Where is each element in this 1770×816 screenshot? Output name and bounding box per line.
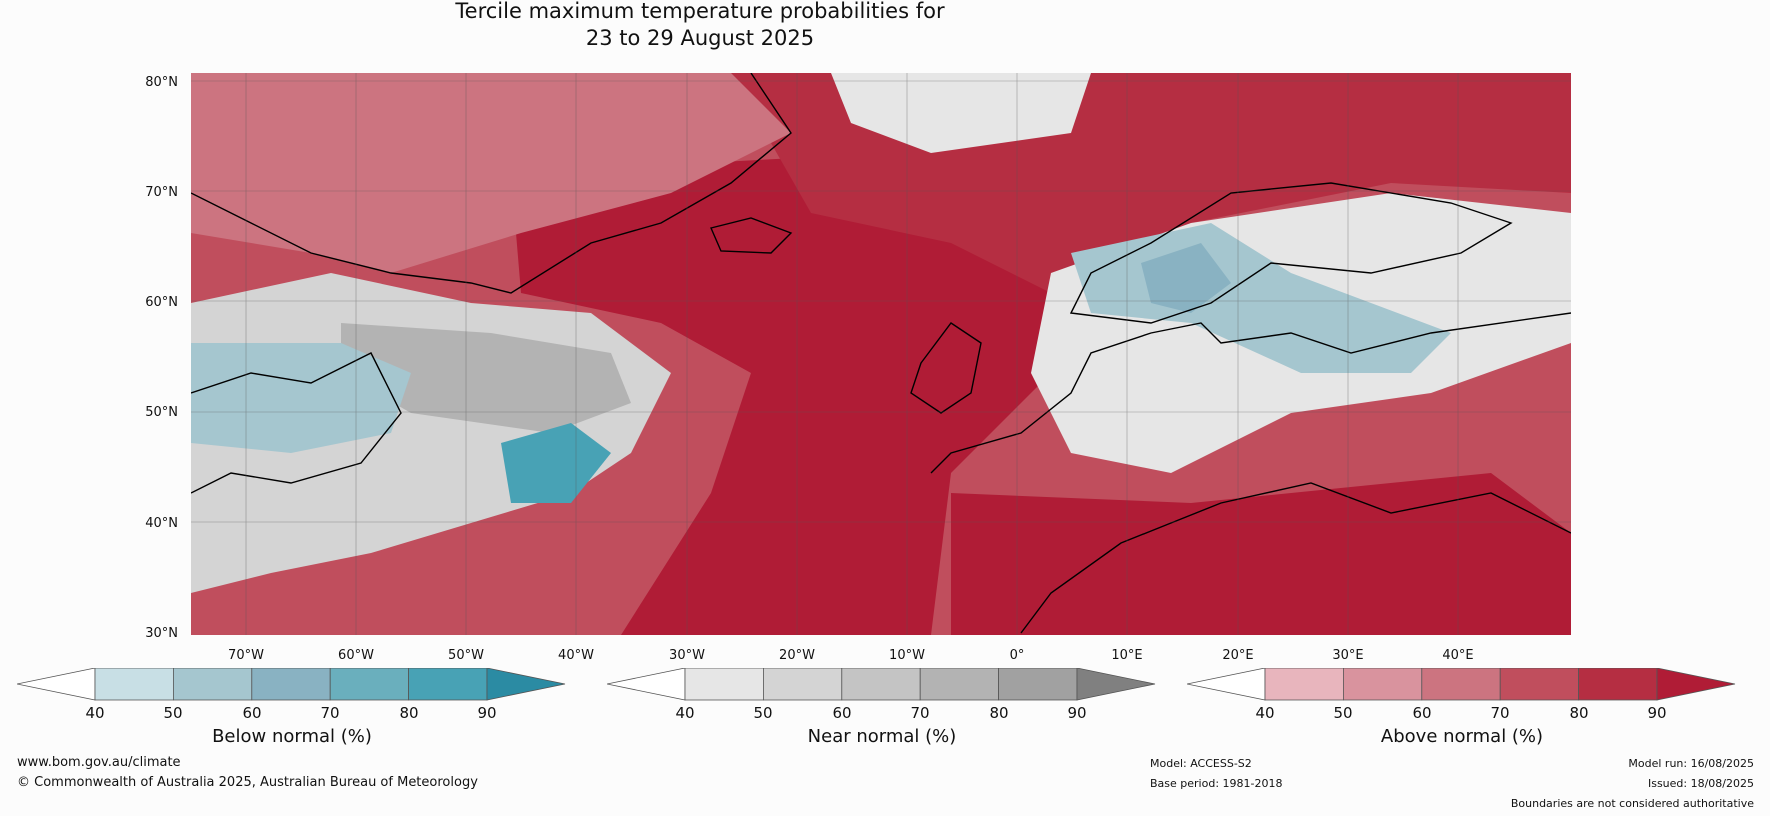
- tick-above-50: 50: [1333, 704, 1353, 722]
- colorbar-above-normal-swatches: [1187, 668, 1736, 701]
- lon-label-50w: 50°W: [448, 648, 484, 663]
- coastline-iceland: [710, 217, 793, 254]
- lat-label-80n: 80°N: [145, 75, 178, 90]
- tick-below-80: 80: [399, 704, 419, 722]
- swatch-below-6: [486, 668, 566, 701]
- coastline-scandinavia: [1069, 182, 1513, 324]
- swatch-below-1: [94, 668, 174, 701]
- lon-label-70w: 70°W: [228, 648, 264, 663]
- lat-label-60n: 60°N: [145, 295, 178, 310]
- swatch-below-5: [408, 668, 488, 701]
- colorbar-above-normal: 40 50 60 70 80 90 Above normal (%): [1187, 668, 1737, 758]
- swatch-above-0: [1187, 668, 1266, 701]
- lon-label-10w: 10°W: [889, 648, 925, 663]
- tick-near-70: 70: [910, 704, 930, 722]
- above-normal-region-atlantic: [511, 153, 1091, 635]
- above-normal-region-greenland: [191, 73, 791, 273]
- swatch-below-4: [329, 668, 410, 701]
- footer-disclaimer: Boundaries are not considered authoritat…: [1510, 797, 1754, 810]
- swatch-above-5: [1578, 668, 1658, 701]
- swatch-above-6: [1656, 668, 1736, 701]
- colorbar-near-normal-swatches: [607, 668, 1156, 701]
- swatch-above-4: [1499, 668, 1580, 701]
- gridlines: [191, 73, 1571, 635]
- footer-base-period: Base period: 1981-2018: [1150, 777, 1283, 790]
- lat-label-30n: 30°N: [145, 626, 178, 641]
- swatch-below-0: [17, 668, 96, 701]
- near-normal-region-arctic: [831, 73, 1091, 153]
- map-panel: [191, 73, 1571, 635]
- lon-label-10e: 10°E: [1111, 648, 1143, 663]
- swatch-near-3: [841, 668, 921, 701]
- swatch-near-1: [684, 668, 764, 701]
- tick-below-60: 60: [242, 704, 262, 722]
- footer-website: www.bom.gov.au/climate: [17, 755, 181, 770]
- colorbar-below-normal: 40 50 60 70 80 90 Below normal (%): [17, 668, 567, 758]
- swatch-above-2: [1342, 668, 1423, 701]
- colorbar-above-label: Above normal (%): [1380, 726, 1544, 747]
- below-normal-region-west-core: [501, 423, 611, 503]
- coastline-britain: [910, 322, 982, 414]
- lat-label-50n: 50°N: [145, 405, 178, 420]
- tick-below-90: 90: [477, 704, 497, 722]
- footer-copyright: © Commonwealth of Australia 2025, Austra…: [17, 775, 478, 790]
- tick-above-60: 60: [1412, 704, 1432, 722]
- colorbar-near-label: Near normal (%): [807, 726, 957, 747]
- tick-above-90: 90: [1647, 704, 1667, 722]
- tick-below-40: 40: [85, 704, 105, 722]
- lat-label-70n: 70°N: [145, 185, 178, 200]
- tick-below-70: 70: [320, 704, 340, 722]
- tick-above-80: 80: [1569, 704, 1589, 722]
- colorbar-below-normal-swatches: [17, 668, 566, 701]
- lat-label-40n: 40°N: [145, 516, 178, 531]
- swatch-below-2: [172, 668, 253, 701]
- swatch-near-4: [919, 668, 1000, 701]
- footer-issued: Issued: 18/08/2025: [1647, 777, 1754, 790]
- tick-near-60: 60: [832, 704, 852, 722]
- tick-above-70: 70: [1490, 704, 1510, 722]
- lon-label-30e: 30°E: [1332, 648, 1364, 663]
- swatch-above-1: [1264, 668, 1344, 701]
- chart-title: Tercile maximum temperature probabilitie…: [0, 0, 1400, 52]
- swatch-near-6: [1076, 668, 1156, 701]
- near-normal-region-west-inner: [341, 323, 631, 433]
- title-line-2: 23 to 29 August 2025: [585, 26, 815, 50]
- above-normal-region-south: [951, 473, 1571, 635]
- swatch-near-0: [607, 668, 686, 701]
- probability-map: [191, 73, 1571, 635]
- colorbar-near-normal: 40 50 60 70 80 90 Near normal (%): [607, 668, 1157, 758]
- lon-label-20e: 20°E: [1222, 648, 1254, 663]
- tick-near-80: 80: [989, 704, 1009, 722]
- lon-label-20w: 20°W: [779, 648, 815, 663]
- lon-label-40w: 40°W: [558, 648, 594, 663]
- footer-model-run: Model run: 16/08/2025: [1628, 757, 1754, 770]
- tick-near-40: 40: [675, 704, 695, 722]
- coastline-greenland: [191, 73, 792, 294]
- title-line-1: Tercile maximum temperature probabilitie…: [455, 0, 945, 23]
- lon-label-60w: 60°W: [338, 648, 374, 663]
- swatch-near-2: [762, 668, 843, 701]
- tick-below-50: 50: [163, 704, 183, 722]
- lon-label-0: 0°: [1009, 648, 1025, 663]
- lon-label-40e: 40°E: [1442, 648, 1474, 663]
- coastline-europe: [930, 312, 1571, 634]
- tick-above-40: 40: [1255, 704, 1275, 722]
- coastline-north-america: [191, 352, 402, 494]
- swatch-near-5: [998, 668, 1078, 701]
- footer-model: Model: ACCESS-S2: [1150, 757, 1252, 770]
- lon-label-30w: 30°W: [669, 648, 705, 663]
- tick-near-50: 50: [753, 704, 773, 722]
- tick-near-90: 90: [1067, 704, 1087, 722]
- swatch-above-3: [1421, 668, 1501, 701]
- colorbar-below-label: Below normal (%): [212, 726, 372, 747]
- below-normal-region-scandinavia-core: [1141, 243, 1231, 313]
- swatch-below-3: [251, 668, 331, 701]
